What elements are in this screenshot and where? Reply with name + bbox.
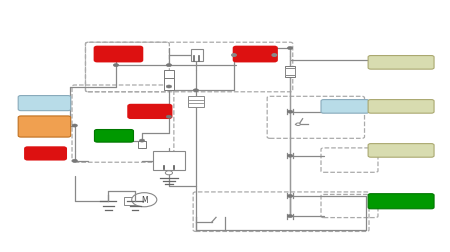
Circle shape bbox=[288, 154, 293, 158]
Circle shape bbox=[113, 64, 119, 67]
FancyBboxPatch shape bbox=[368, 100, 434, 114]
Bar bbox=[163, 70, 174, 81]
FancyBboxPatch shape bbox=[234, 47, 277, 62]
FancyBboxPatch shape bbox=[94, 130, 134, 143]
FancyBboxPatch shape bbox=[18, 96, 71, 111]
Bar bbox=[191, 50, 202, 62]
Circle shape bbox=[166, 86, 171, 89]
Bar bbox=[285, 68, 296, 76]
FancyBboxPatch shape bbox=[25, 148, 66, 160]
Circle shape bbox=[72, 124, 77, 128]
Circle shape bbox=[288, 215, 293, 218]
Bar bbox=[163, 79, 174, 90]
Bar bbox=[124, 197, 142, 205]
Bar bbox=[285, 67, 296, 78]
Circle shape bbox=[140, 140, 145, 143]
Circle shape bbox=[288, 111, 293, 114]
Circle shape bbox=[288, 47, 293, 50]
Bar bbox=[188, 97, 204, 108]
Circle shape bbox=[132, 193, 157, 207]
Circle shape bbox=[193, 89, 198, 92]
Bar bbox=[138, 141, 147, 149]
Text: M: M bbox=[141, 196, 148, 204]
FancyBboxPatch shape bbox=[94, 47, 143, 62]
FancyBboxPatch shape bbox=[18, 116, 71, 138]
FancyBboxPatch shape bbox=[368, 144, 434, 158]
Circle shape bbox=[296, 123, 300, 126]
Circle shape bbox=[72, 160, 77, 163]
FancyBboxPatch shape bbox=[368, 56, 434, 70]
Bar bbox=[153, 151, 184, 171]
Circle shape bbox=[288, 195, 293, 198]
FancyBboxPatch shape bbox=[321, 100, 369, 114]
Circle shape bbox=[166, 64, 171, 67]
Circle shape bbox=[166, 116, 171, 119]
Circle shape bbox=[232, 55, 236, 57]
FancyBboxPatch shape bbox=[128, 105, 171, 119]
Circle shape bbox=[165, 171, 172, 175]
Circle shape bbox=[272, 55, 277, 57]
FancyBboxPatch shape bbox=[368, 194, 434, 209]
